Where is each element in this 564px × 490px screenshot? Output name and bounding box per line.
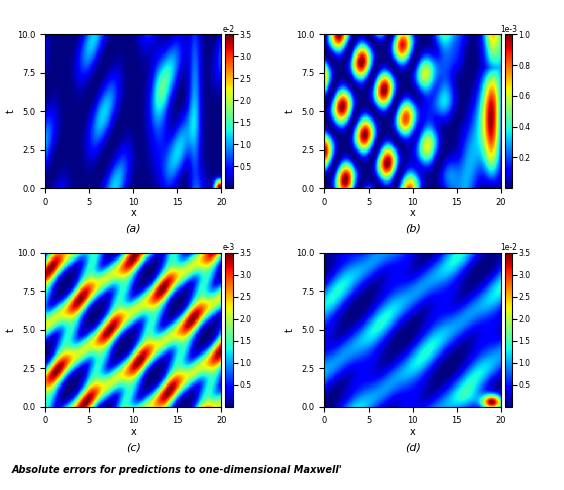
X-axis label: x: x [410, 208, 416, 219]
Y-axis label: t: t [285, 328, 295, 332]
X-axis label: x: x [130, 208, 136, 219]
Text: Absolute errors for predictions to one-dimensional Maxwell': Absolute errors for predictions to one-d… [11, 466, 342, 475]
X-axis label: x: x [410, 427, 416, 437]
X-axis label: x: x [130, 427, 136, 437]
Text: (a): (a) [125, 223, 141, 234]
Y-axis label: t: t [6, 109, 16, 113]
Text: (d): (d) [405, 442, 421, 452]
Title: e-3: e-3 [223, 243, 235, 252]
Text: (b): (b) [405, 223, 421, 234]
Text: (c): (c) [126, 442, 140, 452]
Title: e-2: e-2 [223, 24, 235, 33]
Title: 1e-3: 1e-3 [500, 24, 517, 33]
Y-axis label: t: t [285, 109, 295, 113]
Y-axis label: t: t [6, 328, 16, 332]
Title: 1e-2: 1e-2 [500, 243, 517, 252]
